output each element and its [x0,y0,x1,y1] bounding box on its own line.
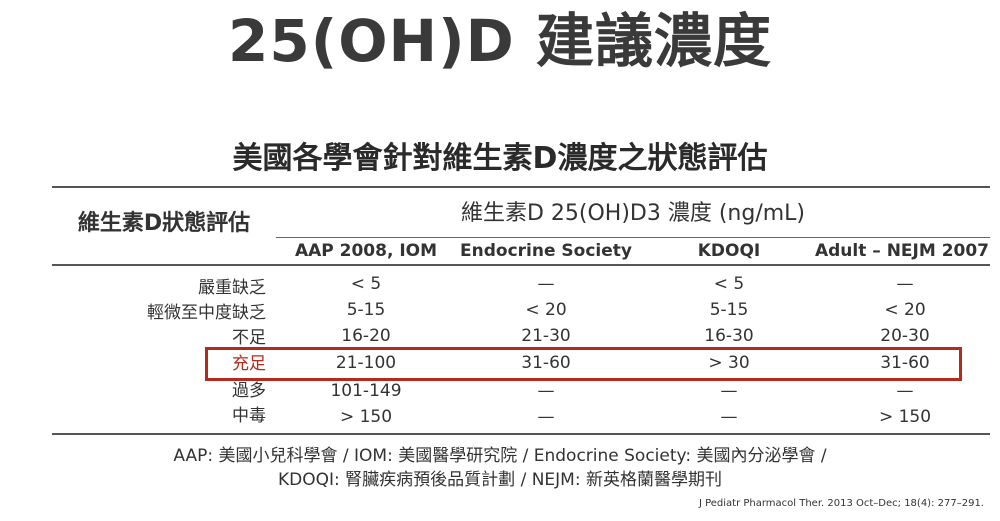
table-cell: > 30 [708,353,750,373]
page-title: 25(OH)D 建議濃度 [228,7,772,75]
table-cell: 5-15 [346,300,386,320]
table-cell: > 150 [339,407,393,427]
table-cell: 101-149 [330,381,402,401]
table-cell: < 20 [525,300,567,320]
table-cell: — [720,381,738,401]
row-label-mild-moderate-deficiency: 輕微至中度缺乏 [147,303,266,323]
row-label-severe-deficiency: 嚴重缺乏 [198,278,266,298]
table-cell: 16-30 [704,326,754,346]
table-cell: — [896,274,914,294]
table-top-rule [52,186,990,188]
row-label-adequate: 充足 [232,354,266,374]
table-cell: < 5 [713,274,745,294]
table-cell: 21-100 [335,353,397,373]
table-bottom-rule [52,433,990,435]
table-cell: 5-15 [709,300,749,320]
table-cell: — [896,381,914,401]
table-cell: 16-20 [341,326,391,346]
column-header-endocrine-society: Endocrine Society [460,241,632,261]
status-column-header: 維生素D狀態評估 [77,211,251,236]
table-cell: < 5 [350,274,382,294]
citation: J Pediatr Pharmacol Ther. 2013 Oct–Dec; … [698,498,984,509]
table-title: 美國各學會針對維生素D濃度之狀態評估 [232,141,768,176]
table-cell: < 20 [884,300,926,320]
header-bottom-rule [52,264,990,266]
table-cell: — [720,407,738,427]
header-divider-rule [276,237,990,238]
table-cell: — [537,407,555,427]
table-cell: > 150 [878,407,932,427]
footnote-line-1: AAP: 美國小兒科學會 / IOM: 美國醫學研究院 / Endocrine … [173,446,827,466]
table-cell: 20-30 [880,326,930,346]
table-cell: — [537,381,555,401]
row-label-insufficiency: 不足 [232,328,266,348]
concentration-header: 維生素D 25(OH)D3 濃度 (ng/mL) [460,201,806,226]
table-cell: — [537,274,555,294]
row-label-excess: 過多 [232,381,266,401]
column-header-nejm: Adult – NEJM 2007 [814,241,990,261]
footnote-line-2: KDOQI: 腎臟疾病預後品質計劃 / NEJM: 新英格蘭醫學期刊 [278,470,722,490]
table-cell: 31-60 [880,353,930,373]
column-header-aap-iom: AAP 2008, IOM [294,241,438,261]
row-label-toxicity: 中毒 [232,406,266,426]
column-header-kdoqi: KDOQI [697,241,761,261]
adequate-row-highlight [205,347,962,381]
table-cell: 21-30 [521,326,571,346]
table-cell: 31-60 [521,353,571,373]
